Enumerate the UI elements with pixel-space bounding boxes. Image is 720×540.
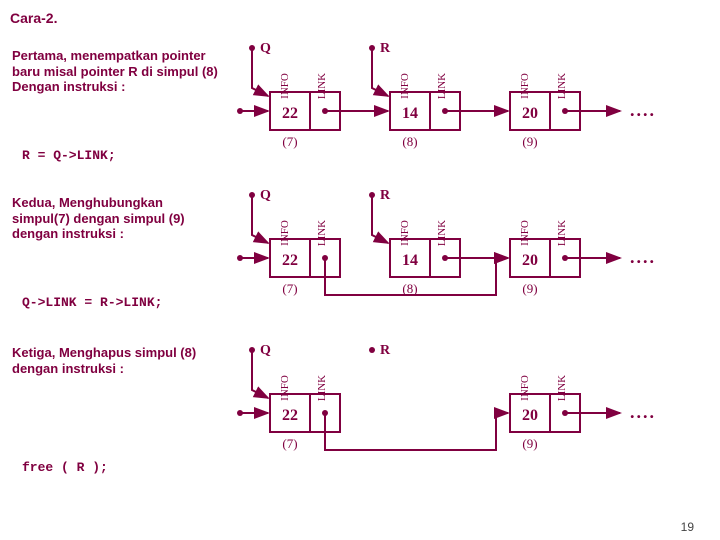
svg-text:22: 22 xyxy=(282,105,298,122)
svg-text:INFO: INFO xyxy=(279,220,291,246)
svg-text:R: R xyxy=(380,343,391,358)
svg-text:(9): (9) xyxy=(522,436,537,451)
page-number: 19 xyxy=(681,520,694,534)
svg-text:Q: Q xyxy=(260,343,271,358)
svg-text:INFO: INFO xyxy=(279,375,291,401)
svg-text:INFO: INFO xyxy=(519,375,531,401)
svg-text:Q: Q xyxy=(260,41,271,56)
svg-text:....: .... xyxy=(630,100,656,120)
svg-text:LINK: LINK xyxy=(556,375,568,401)
svg-text:INFO: INFO xyxy=(399,73,411,99)
svg-text:Q: Q xyxy=(260,188,271,203)
svg-text:....: .... xyxy=(630,247,656,267)
svg-text:20: 20 xyxy=(522,252,538,269)
svg-text:14: 14 xyxy=(402,252,418,269)
svg-text:INFO: INFO xyxy=(519,73,531,99)
svg-text:LINK: LINK xyxy=(556,220,568,246)
svg-text:LINK: LINK xyxy=(436,220,448,246)
svg-text:LINK: LINK xyxy=(316,73,328,99)
svg-text:R: R xyxy=(380,41,391,56)
svg-text:(7): (7) xyxy=(282,436,297,451)
svg-text:(9): (9) xyxy=(522,281,537,296)
svg-text:R: R xyxy=(380,188,391,203)
svg-text:(7): (7) xyxy=(282,134,297,149)
svg-text:(8): (8) xyxy=(402,281,417,296)
svg-text:(7): (7) xyxy=(282,281,297,296)
svg-text:14: 14 xyxy=(402,105,418,122)
svg-text:(8): (8) xyxy=(402,134,417,149)
svg-text:INFO: INFO xyxy=(399,220,411,246)
svg-text:20: 20 xyxy=(522,407,538,424)
svg-text:LINK: LINK xyxy=(436,73,448,99)
svg-text:LINK: LINK xyxy=(556,73,568,99)
svg-text:INFO: INFO xyxy=(279,73,291,99)
svg-text:LINK: LINK xyxy=(316,375,328,401)
svg-text:INFO: INFO xyxy=(519,220,531,246)
svg-text:22: 22 xyxy=(282,252,298,269)
svg-text:LINK: LINK xyxy=(316,220,328,246)
svg-text:20: 20 xyxy=(522,105,538,122)
svg-text:....: .... xyxy=(630,402,656,422)
svg-text:(9): (9) xyxy=(522,134,537,149)
diagram-svg: INFO LINK 22 (7) INFO LINK 14 (8) INFO LINK 20 (9).… xyxy=(0,0,720,540)
svg-text:22: 22 xyxy=(282,407,298,424)
